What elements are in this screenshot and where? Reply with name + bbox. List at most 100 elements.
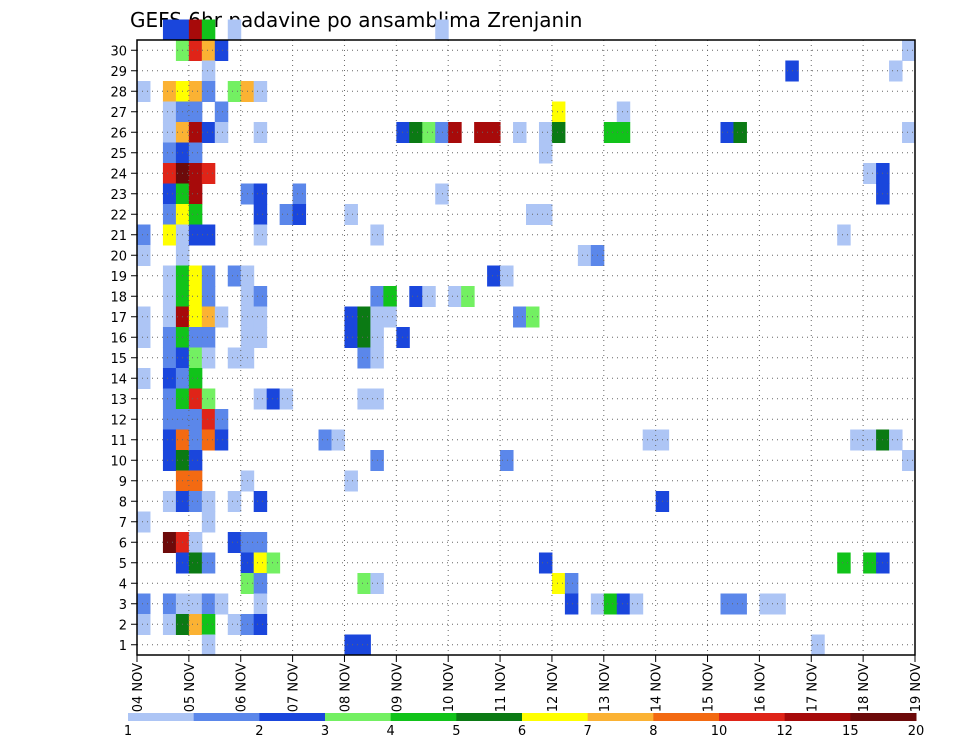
heatmap-cell [538, 142, 553, 164]
heatmap-cell [162, 101, 177, 123]
heatmap-cell [266, 552, 281, 574]
heatmap-cell [162, 614, 177, 635]
x-tick-label: 14 NOV [650, 663, 665, 712]
colorbar-legend: 1 2 3 4 5 6 7 8 10 12 15 20 [124, 713, 924, 739]
heatmap-cell [201, 614, 216, 635]
heatmap-cell [188, 265, 203, 287]
heatmap-cell [188, 368, 203, 389]
y-tick-label: 9 [119, 475, 127, 490]
heatmap-cell [733, 122, 747, 143]
y-tick-label: 11 [110, 434, 127, 449]
heatmap-cell [201, 429, 216, 451]
heatmap-cell [344, 634, 358, 656]
colorbar-label: 12 [776, 724, 793, 739]
x-tick-label: 12 NOV [546, 663, 561, 712]
heatmap-cell [344, 470, 358, 492]
heatmap-cell [266, 388, 281, 410]
heatmap-cell [487, 122, 501, 143]
heatmap-cell [551, 122, 566, 143]
heatmap-cell [188, 19, 203, 41]
heatmap-cell [201, 634, 216, 656]
heatmap-cell [422, 122, 436, 143]
heatmap-cell [201, 286, 216, 307]
heatmap-cell [137, 224, 151, 246]
heatmap-cell [435, 183, 449, 205]
x-tick-label: 16 NOV [753, 663, 768, 712]
heatmap-cell [357, 573, 371, 594]
x-tick-label: 15 NOV [702, 663, 717, 712]
heatmap-cell [772, 593, 786, 615]
y-tick-label: 18 [110, 290, 127, 305]
heatmap-cell [227, 81, 242, 102]
heatmap-cell [162, 306, 177, 328]
heatmap-cell [409, 122, 423, 143]
heatmap-cell [188, 532, 203, 553]
heatmap-cell [292, 183, 307, 205]
heatmap-cell [863, 552, 877, 574]
colorbar-swatch [259, 713, 326, 721]
colorbar-swatch [784, 713, 851, 721]
heatmap-cell [162, 265, 177, 287]
x-tick-label: 17 NOV [805, 663, 820, 712]
heatmap-cell [253, 204, 268, 225]
colorbar-label: 20 [908, 724, 925, 739]
heatmap-cell [253, 388, 268, 410]
heatmap-cell [396, 327, 410, 348]
heatmap-cell [837, 552, 851, 574]
heatmap-cell [902, 450, 916, 471]
x-axis-ticks: 04 NOV 05 NOV 06 NOV 07 NOV 08 NOV 09 NOV 10 N… [131, 655, 924, 712]
heatmap-cell [616, 593, 631, 615]
heatmap-cell [188, 81, 203, 102]
colorbar-label: 1 [124, 724, 132, 739]
colorbar-label: 15 [842, 724, 859, 739]
heatmap-cell [201, 163, 216, 184]
heatmap-cell [422, 286, 436, 307]
heatmap-cell [188, 450, 203, 471]
heatmap-cell [137, 81, 151, 102]
x-tick-label: 09 NOV [390, 663, 405, 712]
heatmap-cell [214, 122, 229, 143]
heatmap-cell [201, 327, 216, 348]
heatmap-cell [137, 614, 151, 635]
heatmap-cell [162, 327, 177, 348]
y-tick-label: 2 [119, 618, 127, 633]
heatmap-cell [448, 286, 462, 307]
heatmap-cell [253, 532, 268, 553]
heatmap-cell [162, 450, 177, 471]
y-tick-label: 12 [110, 413, 127, 428]
colorbar-label: 2 [255, 724, 263, 739]
heatmap-cell [162, 142, 177, 164]
heatmap-cell [448, 122, 462, 143]
heatmap-cell [162, 163, 177, 184]
heatmap-cell [201, 552, 216, 574]
y-tick-label: 28 [110, 85, 127, 100]
x-tick-label: 19 NOV [909, 663, 924, 712]
heatmap-cell [551, 573, 566, 594]
heatmap-cell [227, 19, 242, 41]
heatmap-cell [188, 122, 203, 143]
y-tick-label: 21 [110, 229, 127, 244]
colorbar-label: 10 [711, 724, 728, 739]
heatmap-cell [201, 491, 216, 512]
heatmap-cell [279, 204, 294, 225]
heatmap-cell [162, 429, 177, 451]
heatmap-cell [396, 122, 410, 143]
heatmap-cell [538, 122, 553, 143]
heatmap-cell [551, 101, 566, 123]
x-tick-label: 08 NOV [338, 663, 353, 712]
y-tick-label: 8 [119, 495, 127, 510]
heatmap-cell [162, 122, 177, 143]
heatmap-cell [175, 19, 190, 41]
heatmap-cell [188, 306, 203, 328]
y-tick-label: 19 [110, 270, 127, 285]
heatmap-cell [188, 552, 203, 574]
heatmap-cell [435, 122, 449, 143]
heatmap-cell [201, 81, 216, 102]
heatmap-cell [889, 60, 903, 82]
heatmap-cell [344, 306, 358, 328]
x-tick-label: 04 NOV [131, 663, 146, 712]
heatmap-cell [253, 224, 268, 246]
y-tick-label: 13 [110, 393, 127, 408]
heatmap-cell [733, 593, 747, 615]
y-tick-label: 3 [119, 598, 127, 613]
